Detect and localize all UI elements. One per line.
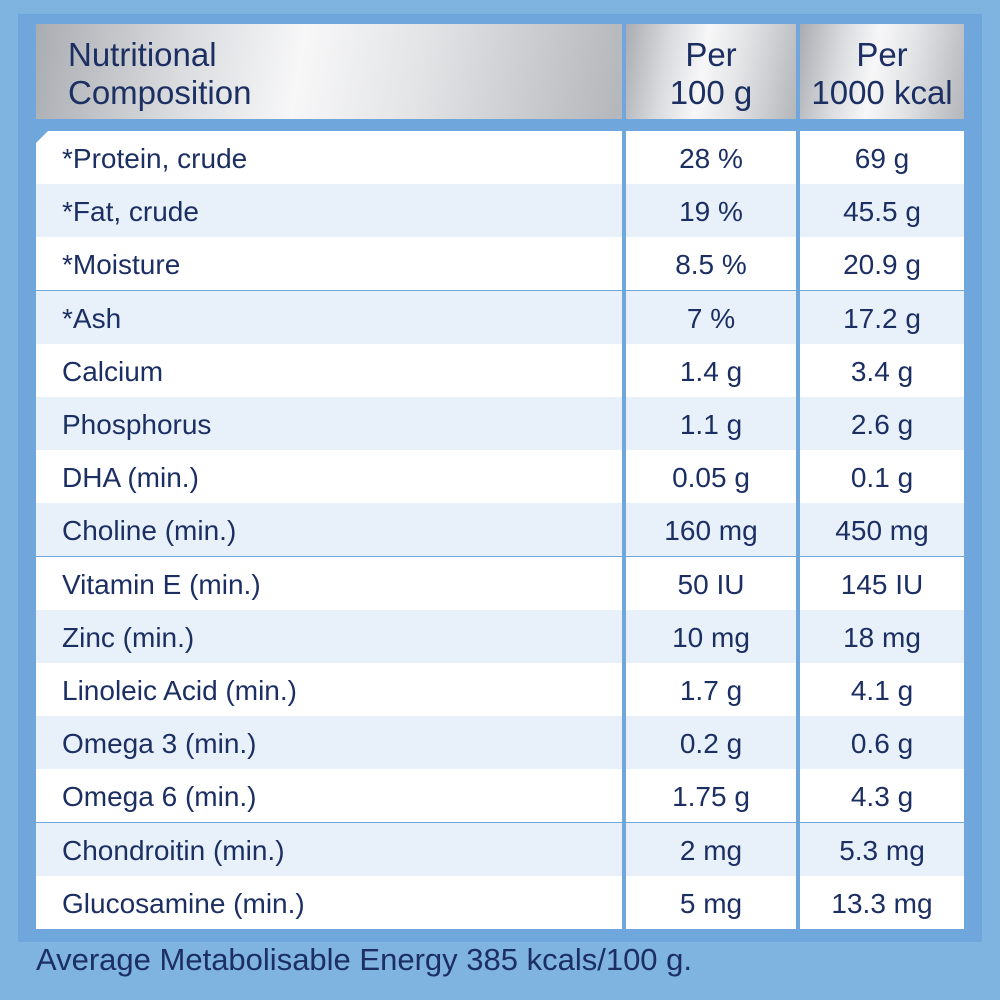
header-per-100g: Per 100 g (626, 24, 796, 119)
value-per-100g: 50 IU (626, 556, 796, 610)
value-per-100g: 0.05 g (626, 450, 796, 504)
table-row: *Fat, crude 19 % 45.5 g (36, 184, 964, 238)
value-per-100g: 0.2 g (626, 716, 796, 770)
nutrient-name: DHA (min.) (36, 450, 622, 504)
value-per-100g: 1.4 g (626, 343, 796, 397)
value-per-1000kcal: 5.3 mg (800, 822, 964, 876)
value-per-1000kcal: 2.6 g (800, 397, 964, 450)
value-per-1000kcal: 45.5 g (800, 184, 964, 238)
nutrient-name: Omega 6 (min.) (36, 769, 622, 823)
value-per-100g: 19 % (626, 184, 796, 238)
table-row: Omega 6 (min.) 1.75 g 4.3 g (36, 769, 964, 823)
value-per-1000kcal: 13.3 mg (800, 875, 964, 929)
table-body: *Protein, crude 28 % 69 g *Fat, crude 19 % 45… (36, 131, 964, 929)
value-per-100g: 10 mg (626, 609, 796, 663)
table-row: Zinc (min.) 10 mg 18 mg (36, 609, 964, 663)
value-per-1000kcal: 3.4 g (800, 343, 964, 397)
table-row: *Ash 7 % 17.2 g (36, 290, 964, 344)
nutrient-name: Vitamin E (min.) (36, 556, 622, 610)
value-per-1000kcal: 18 mg (800, 609, 964, 663)
nutrient-name: Chondroitin (min.) (36, 822, 622, 876)
value-per-1000kcal: 4.3 g (800, 769, 964, 823)
value-per-100g: 1.75 g (626, 769, 796, 823)
corner-notch (36, 131, 48, 143)
table-row: Linoleic Acid (min.) 1.7 g 4.1 g (36, 663, 964, 716)
nutrient-name: Linoleic Acid (min.) (36, 663, 622, 716)
value-per-1000kcal: 450 mg (800, 503, 964, 557)
value-per-1000kcal: 20.9 g (800, 237, 964, 291)
table-row: Omega 3 (min.) 0.2 g 0.6 g (36, 716, 964, 770)
table-row: Calcium 1.4 g 3.4 g (36, 343, 964, 397)
nutrient-name: *Ash (36, 290, 622, 344)
value-per-100g: 8.5 % (626, 237, 796, 291)
nutrient-name: Choline (min.) (36, 503, 622, 557)
table-row: Phosphorus 1.1 g 2.6 g (36, 397, 964, 450)
header-col3-line2: 1000 kcal (811, 74, 953, 111)
nutrient-name: *Protein, crude (36, 131, 622, 184)
header-col1-line1: Nutritional (68, 36, 217, 73)
value-per-100g: 1.1 g (626, 397, 796, 450)
table-row: DHA (min.) 0.05 g 0.1 g (36, 450, 964, 504)
nutrient-name: Calcium (36, 343, 622, 397)
value-per-1000kcal: 0.1 g (800, 450, 964, 504)
table-row: Glucosamine (min.) 5 mg 13.3 mg (36, 875, 964, 929)
header-col1-line2: Composition (68, 74, 252, 111)
header-col3-line1: Per (856, 36, 908, 73)
value-per-100g: 1.7 g (626, 663, 796, 716)
nutrient-name: *Moisture (36, 237, 622, 291)
value-per-100g: 160 mg (626, 503, 796, 557)
header-col2-line2: 100 g (669, 74, 753, 111)
header-per-1000kcal: Per 1000 kcal (800, 24, 964, 119)
table-row: Chondroitin (min.) 2 mg 5.3 mg (36, 822, 964, 876)
nutrient-name: Glucosamine (min.) (36, 875, 622, 929)
nutrient-name: Zinc (min.) (36, 609, 622, 663)
value-per-1000kcal: 17.2 g (800, 290, 964, 344)
nutrient-name: Phosphorus (36, 397, 622, 450)
header-nutritional-composition: Nutritional Composition (36, 24, 622, 119)
footer-energy-note: Average Metabolisable Energy 385 kcals/1… (36, 942, 693, 977)
nutrient-name: *Fat, crude (36, 184, 622, 238)
value-per-100g: 2 mg (626, 822, 796, 876)
header-col2-line1: Per (685, 36, 737, 73)
table-row: Vitamin E (min.) 50 IU 145 IU (36, 556, 964, 610)
value-per-100g: 7 % (626, 290, 796, 344)
value-per-1000kcal: 69 g (800, 131, 964, 184)
table-header: Nutritional Composition Per 100 g Per 10… (36, 24, 964, 119)
value-per-1000kcal: 145 IU (800, 556, 964, 610)
value-per-1000kcal: 4.1 g (800, 663, 964, 716)
value-per-100g: 28 % (626, 131, 796, 184)
table-row: *Moisture 8.5 % 20.9 g (36, 237, 964, 291)
value-per-100g: 5 mg (626, 875, 796, 929)
value-per-1000kcal: 0.6 g (800, 716, 964, 770)
table-row: Choline (min.) 160 mg 450 mg (36, 503, 964, 557)
nutrient-name: Omega 3 (min.) (36, 716, 622, 770)
table-row: *Protein, crude 28 % 69 g (36, 131, 964, 184)
